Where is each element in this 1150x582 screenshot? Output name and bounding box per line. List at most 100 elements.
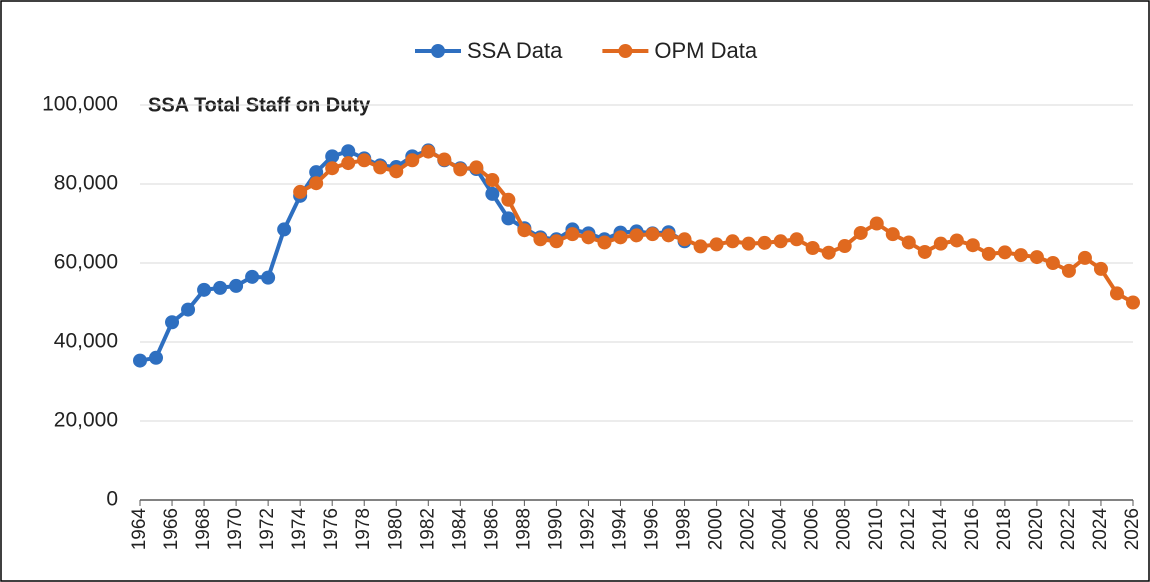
- x-tick-label: 1984: [449, 508, 470, 551]
- point: [1045, 256, 1060, 270]
- point: [469, 160, 484, 175]
- x-tick-label: 2022: [1058, 508, 1079, 550]
- x-tick-label: 2024: [1090, 508, 1111, 551]
- point: [725, 234, 740, 249]
- x-tick-label: 1980: [385, 508, 406, 550]
- x-tick-label: 2010: [866, 508, 887, 550]
- point: [245, 269, 260, 284]
- point: [309, 165, 324, 180]
- point: [549, 234, 564, 249]
- x-tick-label: 1964: [129, 508, 150, 551]
- x-tick-label: 2012: [898, 508, 919, 550]
- point: [325, 161, 340, 176]
- point: [533, 232, 548, 247]
- x-tick-label: 1996: [642, 508, 663, 550]
- point: [309, 176, 324, 191]
- x-tick-label: 2014: [930, 508, 951, 551]
- x-tick-label: 2006: [802, 508, 823, 550]
- point: [501, 211, 516, 226]
- point: [565, 227, 580, 242]
- point: [869, 216, 884, 231]
- legend-marker: [431, 44, 445, 58]
- x-tick-label: 1978: [353, 508, 374, 550]
- point: [837, 239, 852, 254]
- point: [341, 144, 356, 159]
- x-tick-label: 2018: [994, 508, 1015, 550]
- x-tick-label: 1970: [225, 508, 246, 550]
- point: [405, 153, 420, 168]
- x-tick-label: 2020: [1026, 508, 1047, 550]
- x-tick-label: 1994: [609, 508, 630, 551]
- point: [389, 164, 404, 179]
- point: [1077, 250, 1092, 265]
- x-tick-label: 1966: [161, 508, 182, 550]
- point: [1109, 286, 1124, 301]
- point: [933, 236, 948, 251]
- point: [213, 280, 228, 295]
- x-tick-label: 1972: [257, 508, 278, 550]
- x-tick-label: 2016: [962, 508, 983, 550]
- point: [773, 234, 788, 249]
- point: [965, 238, 980, 253]
- point: [373, 160, 388, 175]
- point: [981, 246, 996, 261]
- point: [693, 239, 708, 254]
- point: [133, 353, 147, 368]
- point: [149, 350, 164, 365]
- y-tick-label: 60,000: [54, 251, 118, 274]
- x-tick-label: 2000: [706, 508, 727, 550]
- point: [885, 227, 900, 242]
- point: [1093, 261, 1108, 276]
- point: [1126, 295, 1140, 310]
- point: [1013, 248, 1028, 263]
- point: [341, 156, 356, 171]
- point: [757, 235, 772, 250]
- point: [949, 233, 964, 248]
- x-tick-label: 1976: [321, 508, 342, 550]
- point: [437, 152, 452, 167]
- point: [789, 232, 804, 247]
- x-tick-label: 1982: [417, 508, 438, 550]
- y-tick-label: 0: [106, 488, 118, 511]
- point: [421, 144, 436, 159]
- x-tick-label: 1988: [513, 508, 534, 550]
- point: [325, 149, 340, 164]
- y-tick-label: 80,000: [54, 172, 118, 195]
- point: [261, 270, 276, 285]
- point: [613, 230, 628, 245]
- point: [453, 162, 468, 177]
- x-tick-label: 2008: [834, 508, 855, 550]
- point: [501, 192, 516, 207]
- point: [821, 245, 836, 260]
- point: [181, 302, 196, 317]
- point: [581, 230, 596, 245]
- x-tick-label: 1968: [193, 508, 214, 550]
- x-tick-label: 1986: [481, 508, 502, 550]
- point: [197, 282, 212, 297]
- point: [709, 237, 724, 252]
- point: [741, 236, 756, 251]
- point: [485, 173, 500, 188]
- point: [1029, 250, 1044, 265]
- point: [645, 227, 660, 242]
- legend-label: SSA Data: [467, 38, 563, 63]
- point: [853, 225, 868, 240]
- point: [229, 278, 244, 293]
- legend-label: OPM Data: [654, 38, 757, 63]
- point: [901, 235, 916, 250]
- point: [805, 240, 820, 255]
- point: [357, 153, 372, 168]
- y-tick-label: 100,000: [42, 93, 118, 116]
- point: [485, 186, 500, 201]
- x-tick-label: 2004: [770, 508, 791, 551]
- y-tick-label: 40,000: [54, 330, 118, 353]
- point: [661, 228, 676, 243]
- x-tick-label: 1992: [577, 508, 598, 550]
- point: [677, 232, 692, 247]
- point: [1061, 263, 1076, 278]
- point: [277, 222, 292, 237]
- x-tick-label: 2002: [738, 508, 759, 550]
- x-tick-label: 1990: [545, 508, 566, 550]
